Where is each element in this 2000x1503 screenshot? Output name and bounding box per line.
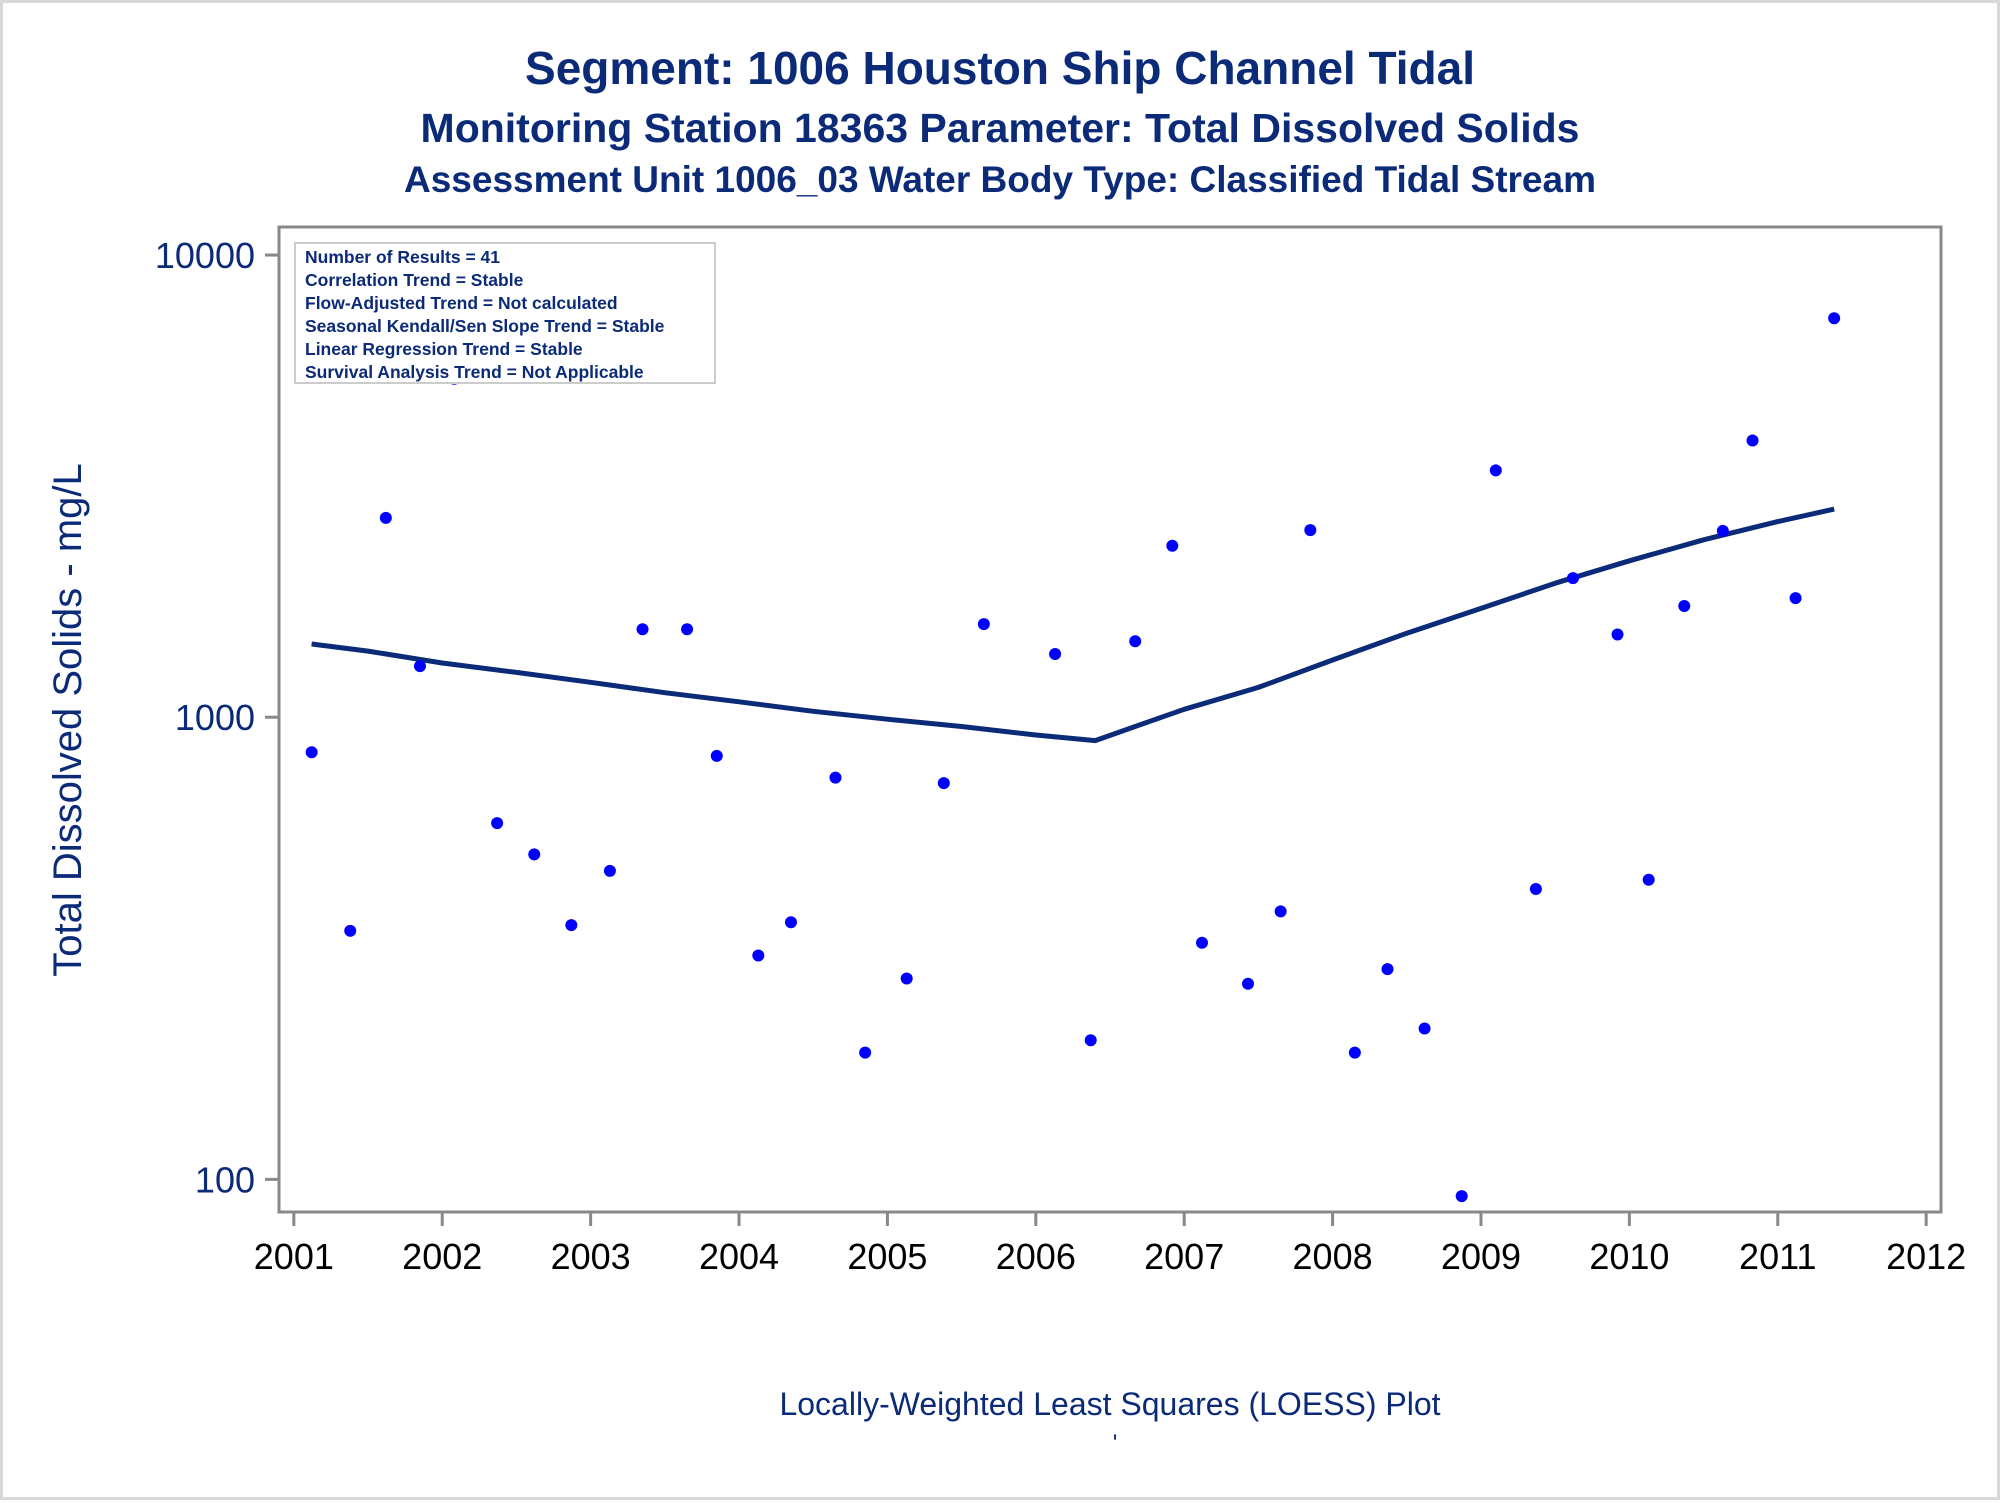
data-point — [413, 660, 426, 673]
data-point — [528, 848, 541, 861]
data-point — [1828, 312, 1841, 325]
x-tick-label: 2003 — [551, 1236, 631, 1277]
x-tick-label: 2006 — [996, 1236, 1076, 1277]
data-point — [1418, 1022, 1431, 1035]
data-point — [305, 746, 318, 759]
data-point — [1746, 434, 1759, 447]
y-tick-label: 100 — [195, 1159, 255, 1200]
data-point — [681, 623, 694, 636]
data-point — [1084, 1034, 1097, 1047]
x-tick-label: 2011 — [1739, 1236, 1816, 1277]
data-point — [710, 749, 723, 762]
data-point — [900, 972, 913, 985]
data-point — [829, 771, 842, 784]
data-point — [1304, 524, 1317, 537]
data-point — [1716, 524, 1729, 537]
data-point — [1789, 592, 1802, 605]
y-tick-label: 1000 — [175, 697, 255, 738]
data-point — [1166, 539, 1179, 552]
data-point — [937, 777, 950, 790]
x-tick-label: 2005 — [847, 1236, 927, 1277]
y-axis: 100 1000 10000 — [155, 235, 279, 1200]
x-tick-label: 2010 — [1589, 1236, 1669, 1277]
data-point — [565, 919, 578, 932]
stats-box: Number of Results = 41 Correlation Trend… — [294, 242, 716, 384]
x-tick-label: 2001 — [254, 1236, 334, 1277]
data-point — [1611, 628, 1624, 641]
data-point — [784, 916, 797, 929]
y-tick-label: 10000 — [155, 235, 255, 276]
plot-area — [277, 225, 1943, 1214]
x-axis: 2001 2002 2003 2004 2005 2006 2007 2008 2009 2010… — [254, 1212, 1966, 1277]
footer-mark: ' — [1113, 1430, 1118, 1457]
data-point — [1129, 635, 1142, 648]
data-point — [1242, 977, 1255, 990]
x-tick-label: 2007 — [1144, 1236, 1224, 1277]
x-tick-label: 2008 — [1293, 1236, 1373, 1277]
y-axis-label: Total Dissolved Solids - mg/L — [46, 463, 90, 977]
stat-correlation-trend: Correlation Trend = Stable — [305, 270, 524, 290]
stat-number-of-results: Number of Results = 41 — [305, 247, 500, 267]
data-point — [344, 924, 357, 937]
data-point — [1489, 464, 1502, 477]
stats-box-border — [294, 242, 716, 384]
data-point — [1348, 1046, 1361, 1059]
x-tick-label: 2009 — [1441, 1236, 1521, 1277]
data-point — [1678, 600, 1691, 613]
loess-trend-line — [311, 506, 1835, 744]
data-point — [1049, 648, 1062, 661]
data-point — [1381, 963, 1394, 976]
data-point — [1455, 1190, 1468, 1203]
x-tick-label: 2002 — [402, 1236, 482, 1277]
data-point — [603, 864, 616, 877]
data-point — [1566, 572, 1579, 585]
data-point — [977, 618, 990, 631]
stat-survival-analysis-trend: Survival Analysis Trend = Not Applicable — [305, 362, 644, 382]
data-point — [1529, 882, 1542, 895]
data-point — [491, 817, 504, 830]
data-point — [752, 949, 765, 962]
data-point — [379, 511, 392, 524]
data-point — [636, 623, 649, 636]
stat-linear-regression-trend: Linear Regression Trend = Stable — [305, 339, 583, 359]
x-tick-label: 2004 — [699, 1236, 779, 1277]
stat-flow-adjusted-trend: Flow-Adjusted Trend = Not calculated — [305, 293, 618, 313]
x-tick-label: 2012 — [1886, 1236, 1966, 1277]
data-point — [859, 1046, 872, 1059]
chart-subtitle-assessment: Assessment Unit 1006_03 Water Body Type:… — [404, 159, 1596, 200]
data-point — [1274, 905, 1287, 918]
chart-title: Segment: 1006 Houston Ship Channel Tidal — [525, 42, 1475, 94]
data-point — [1196, 936, 1209, 949]
stat-seasonal-kendall-trend: Seasonal Kendall/Sen Slope Trend = Stabl… — [305, 316, 665, 336]
chart-subtitle-station: Monitoring Station 18363 Parameter: Tota… — [420, 105, 1580, 151]
x-axis-label: Locally-Weighted Least Squares (LOESS) P… — [779, 1386, 1440, 1422]
data-points — [305, 312, 1841, 1203]
data-point — [1642, 873, 1655, 886]
